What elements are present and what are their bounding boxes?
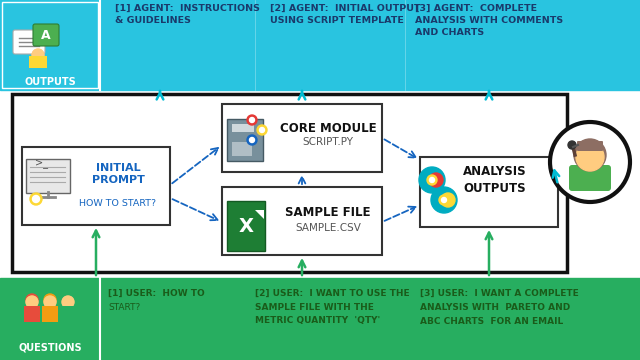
FancyBboxPatch shape bbox=[232, 142, 252, 156]
Circle shape bbox=[257, 125, 267, 135]
Text: >_: >_ bbox=[35, 159, 48, 169]
Circle shape bbox=[250, 138, 255, 143]
Circle shape bbox=[550, 122, 630, 202]
Circle shape bbox=[429, 173, 443, 187]
Circle shape bbox=[441, 193, 455, 207]
Circle shape bbox=[44, 294, 56, 306]
Circle shape bbox=[33, 195, 40, 202]
Circle shape bbox=[32, 49, 44, 61]
Text: [1] USER:  HOW TO: [1] USER: HOW TO bbox=[108, 288, 205, 297]
Text: [2] AGENT:  INITIAL OUTPUT: [2] AGENT: INITIAL OUTPUT bbox=[270, 4, 420, 13]
Text: METRIC QUANTITY  'QTY': METRIC QUANTITY 'QTY' bbox=[255, 316, 380, 325]
Text: SCRIPT.PY: SCRIPT.PY bbox=[303, 137, 353, 147]
Circle shape bbox=[250, 117, 255, 122]
Text: SAMPLE FILE WITH THE: SAMPLE FILE WITH THE bbox=[255, 302, 374, 311]
Circle shape bbox=[26, 294, 38, 306]
Text: OUTPUTS: OUTPUTS bbox=[24, 77, 76, 87]
FancyBboxPatch shape bbox=[0, 0, 640, 90]
Circle shape bbox=[439, 195, 449, 205]
FancyBboxPatch shape bbox=[12, 94, 567, 272]
Text: [1] AGENT:  INSTRUCTIONS: [1] AGENT: INSTRUCTIONS bbox=[115, 4, 260, 13]
Circle shape bbox=[429, 177, 435, 183]
Circle shape bbox=[247, 115, 257, 125]
Text: X: X bbox=[239, 216, 253, 235]
Circle shape bbox=[419, 167, 445, 193]
Circle shape bbox=[33, 49, 44, 60]
Text: [2] USER:  I WANT TO USE THE: [2] USER: I WANT TO USE THE bbox=[255, 288, 410, 297]
Circle shape bbox=[576, 143, 604, 171]
Text: SAMPLE.CSV: SAMPLE.CSV bbox=[295, 223, 361, 233]
Circle shape bbox=[442, 198, 447, 202]
Text: HOW TO START?: HOW TO START? bbox=[79, 198, 157, 207]
Circle shape bbox=[568, 141, 576, 149]
FancyBboxPatch shape bbox=[24, 306, 40, 322]
Circle shape bbox=[32, 47, 44, 59]
FancyBboxPatch shape bbox=[29, 56, 47, 68]
Circle shape bbox=[45, 297, 56, 307]
FancyBboxPatch shape bbox=[227, 119, 263, 161]
FancyBboxPatch shape bbox=[222, 104, 382, 172]
Circle shape bbox=[259, 127, 264, 132]
Polygon shape bbox=[255, 210, 264, 219]
Text: [3] USER:  I WANT A COMPLETE: [3] USER: I WANT A COMPLETE bbox=[420, 288, 579, 297]
Circle shape bbox=[44, 296, 56, 308]
Text: INITIAL
PROMPT: INITIAL PROMPT bbox=[92, 163, 145, 185]
Text: & GUIDELINES: & GUIDELINES bbox=[115, 15, 191, 24]
Circle shape bbox=[247, 135, 257, 145]
Circle shape bbox=[62, 296, 74, 308]
FancyBboxPatch shape bbox=[22, 147, 170, 225]
FancyBboxPatch shape bbox=[26, 159, 70, 193]
Text: USING SCRIPT TEMPLATE: USING SCRIPT TEMPLATE bbox=[270, 15, 404, 24]
Circle shape bbox=[574, 139, 606, 171]
Text: QUESTIONS: QUESTIONS bbox=[18, 342, 82, 352]
Circle shape bbox=[427, 175, 437, 185]
Text: SAMPLE FILE: SAMPLE FILE bbox=[285, 206, 371, 219]
FancyBboxPatch shape bbox=[420, 157, 558, 227]
Circle shape bbox=[26, 296, 38, 308]
FancyBboxPatch shape bbox=[222, 187, 382, 255]
Text: ANALYSIS WITH  PARETO AND: ANALYSIS WITH PARETO AND bbox=[420, 302, 570, 311]
FancyBboxPatch shape bbox=[42, 306, 58, 322]
FancyBboxPatch shape bbox=[577, 141, 603, 151]
FancyBboxPatch shape bbox=[33, 24, 59, 46]
Circle shape bbox=[63, 297, 74, 307]
Circle shape bbox=[26, 297, 38, 307]
Text: [3] AGENT:  COMPLETE: [3] AGENT: COMPLETE bbox=[415, 4, 537, 13]
Circle shape bbox=[431, 187, 457, 213]
Circle shape bbox=[62, 294, 74, 306]
Circle shape bbox=[30, 193, 42, 205]
Text: START?: START? bbox=[108, 302, 140, 311]
FancyBboxPatch shape bbox=[227, 201, 265, 251]
FancyBboxPatch shape bbox=[569, 165, 611, 191]
FancyBboxPatch shape bbox=[232, 124, 254, 132]
Text: A: A bbox=[41, 28, 51, 41]
FancyBboxPatch shape bbox=[0, 278, 640, 360]
Text: CORE MODULE: CORE MODULE bbox=[280, 122, 376, 135]
Text: ANALYSIS
OUTPUTS: ANALYSIS OUTPUTS bbox=[463, 165, 527, 195]
FancyBboxPatch shape bbox=[13, 30, 45, 54]
Text: AND CHARTS: AND CHARTS bbox=[415, 27, 484, 36]
Text: ANALYSIS WITH COMMENTS: ANALYSIS WITH COMMENTS bbox=[415, 15, 563, 24]
Text: ABC CHARTS  FOR AN EMAIL: ABC CHARTS FOR AN EMAIL bbox=[420, 316, 563, 325]
FancyBboxPatch shape bbox=[60, 306, 76, 322]
